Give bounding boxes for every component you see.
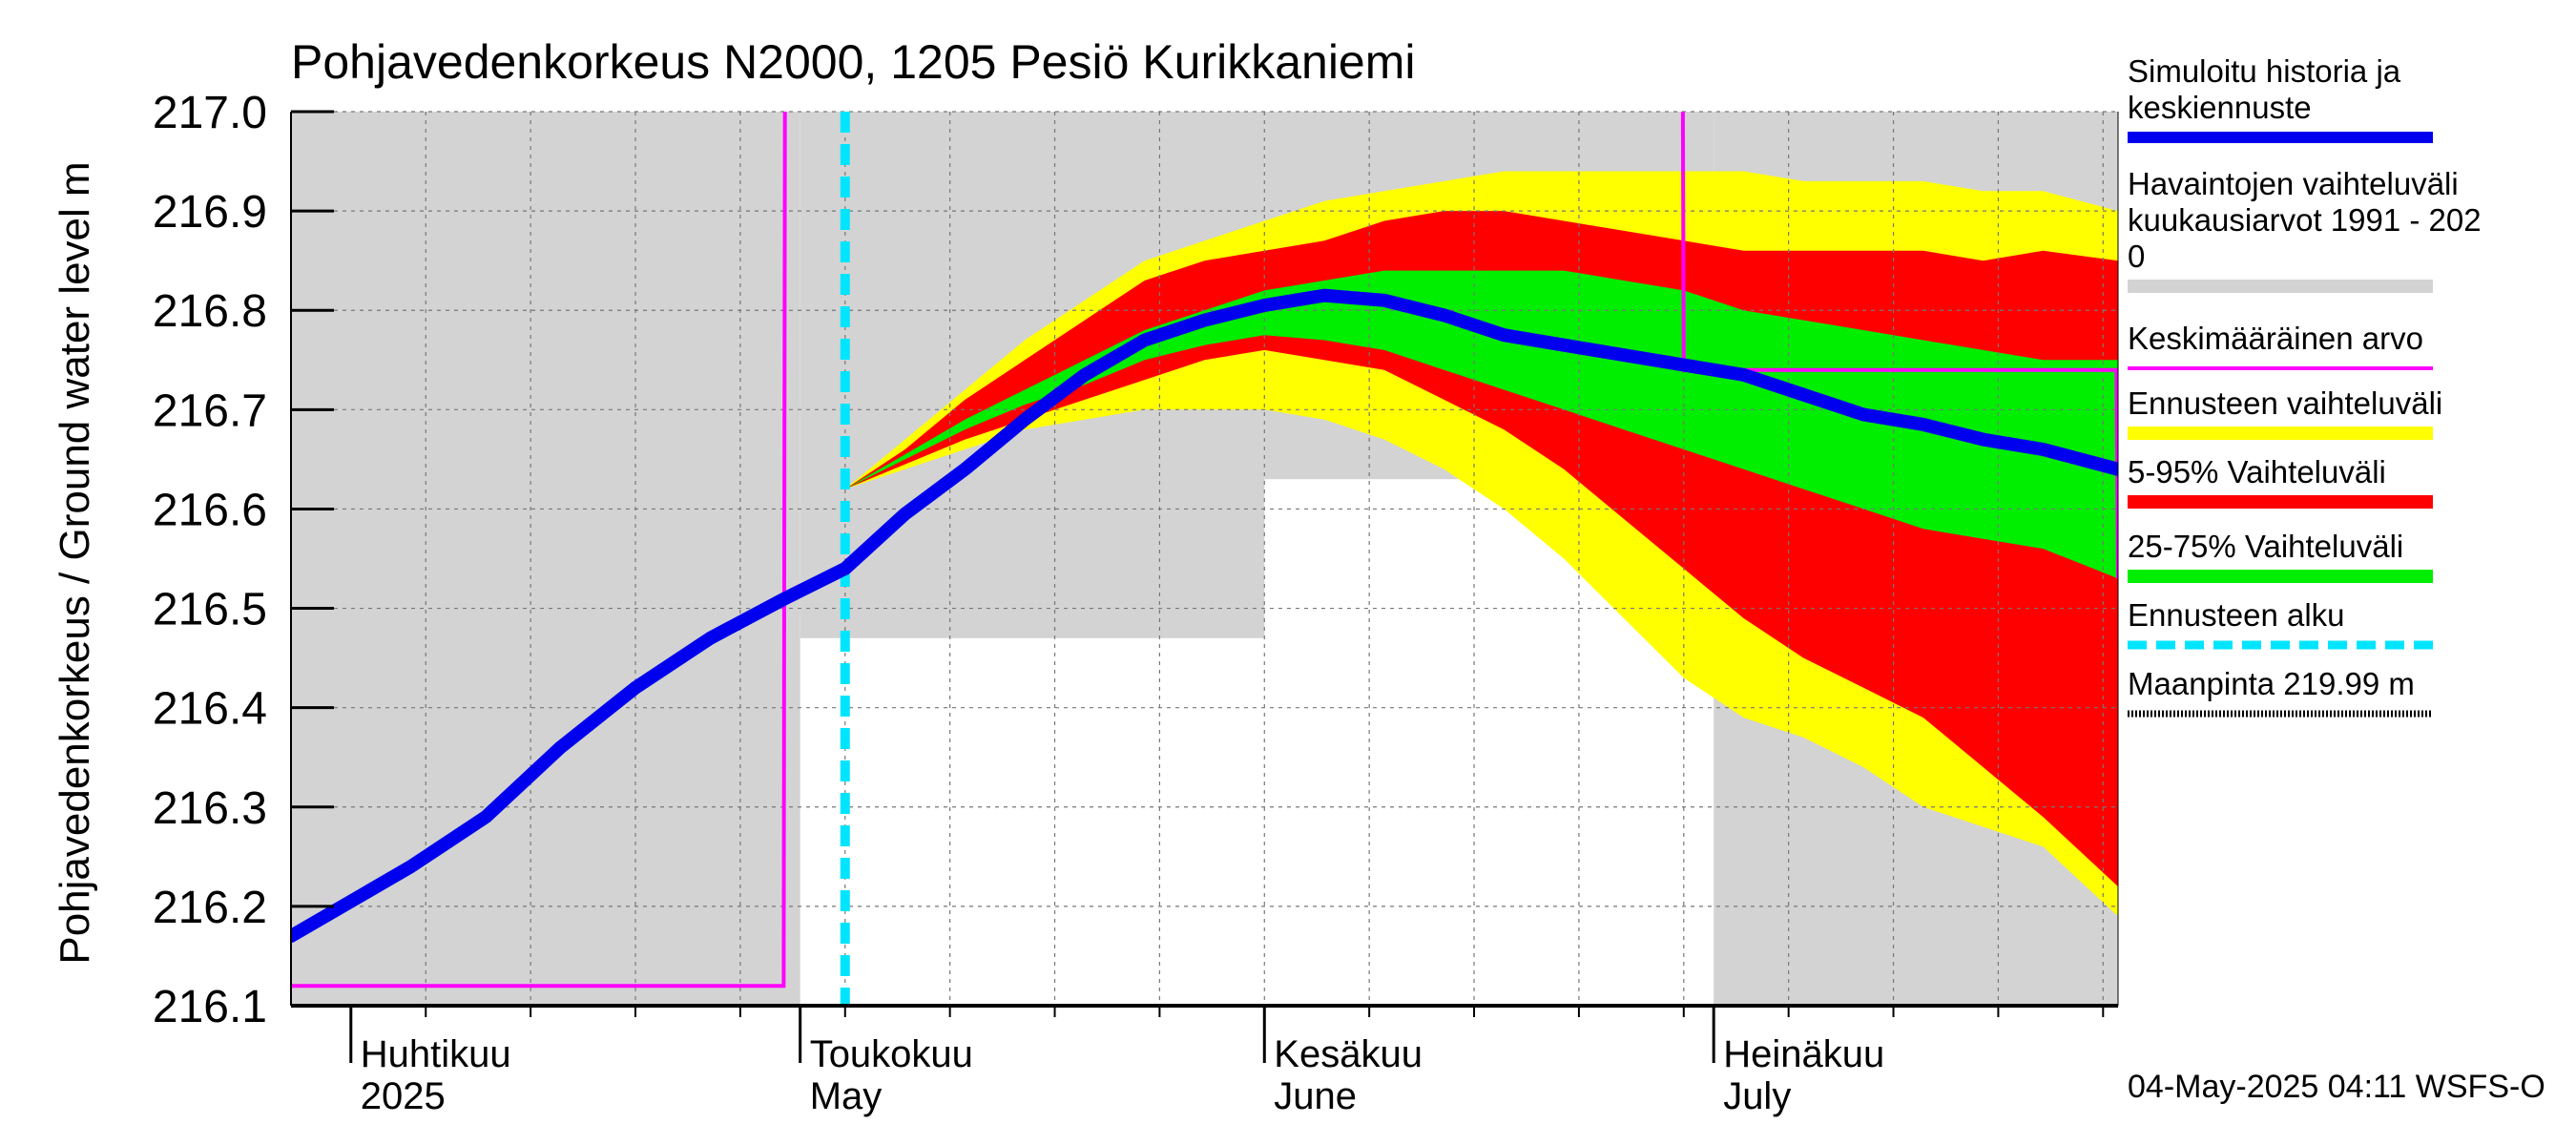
y-tick-label: 216.8: [153, 286, 267, 337]
legend-label: Maanpinta 219.99 m: [2128, 666, 2415, 701]
y-tick-label: 216.6: [153, 485, 267, 535]
y-axis-label: Pohjavedenkorkeus / Ground water level m: [52, 161, 98, 964]
legend-swatch: [2128, 280, 2433, 293]
x-month-sublabel: 2025: [361, 1075, 446, 1117]
series-lines: [291, 112, 2118, 1006]
plot-area: [291, 112, 2118, 1006]
legend-label: 0: [2128, 239, 2145, 274]
y-tick-label: 216.7: [153, 385, 267, 436]
simulated-forecast-line: [291, 288, 2118, 944]
x-month-label: Kesäkuu: [1274, 1033, 1423, 1075]
legend-label: Keskimääräinen arvo: [2128, 321, 2423, 356]
x-month-sublabel: June: [1274, 1075, 1357, 1117]
legend-item-1: Havaintojen vaihteluväli kuukausiarvot 1…: [2128, 166, 2482, 293]
y-tick-label: 217.0: [153, 88, 267, 138]
y-tick-label: 216.3: [153, 783, 267, 834]
y-tick-label: 216.9: [153, 187, 267, 238]
legend-item-7: Maanpinta 219.99 m: [2128, 666, 2433, 718]
legend-swatch: [2128, 570, 2433, 583]
y-tick-label: 216.1: [153, 982, 267, 1032]
legend-label: Havaintojen vaihteluväli: [2128, 166, 2459, 201]
x-month-label: Toukokuu: [810, 1033, 973, 1075]
x-month-sublabel: May: [810, 1075, 883, 1117]
mean-value-line: [291, 112, 2118, 989]
observed-range-month-0: [291, 112, 800, 1006]
legend-item-4: 5-95% Vaihteluväli: [2128, 454, 2433, 509]
legend-item-3: Ennusteen vaihteluväli: [2128, 385, 2442, 440]
y-tick-label: 216.4: [153, 684, 267, 735]
y-tick-label: 216.2: [153, 883, 267, 933]
legend-label: 25-75% Vaihteluväli: [2128, 529, 2403, 564]
legend-swatch: [2128, 495, 2433, 509]
x-month-label: Huhtikuu: [361, 1033, 511, 1075]
legend-label: keskiennuste: [2128, 90, 2312, 125]
legend-label: kuukausiarvot 1991 - 202: [2128, 202, 2482, 238]
legend-label: Ennusteen vaihteluväli: [2128, 385, 2442, 421]
x-month-sublabel: July: [1723, 1075, 1791, 1117]
axes: 216.1 216.2 216.3 216.4 216.5 216.6 216.7 216.8…: [153, 88, 2119, 1117]
footer-timestamp: 04-May-2025 04:11 WSFS-O: [2128, 1069, 2545, 1105]
legend-item-2: Keskimääräinen arvo: [2128, 321, 2433, 370]
p25-75-band: [844, 270, 2118, 579]
legend-label: Ennusteen alku: [2128, 597, 2345, 633]
legend-item-5: 25-75% Vaihteluväli: [2128, 529, 2433, 583]
legend-label: 5-95% Vaihteluväli: [2128, 454, 2386, 489]
legend-item-6: Ennusteen alku: [2128, 597, 2433, 650]
y-tick-label: 216.5: [153, 585, 267, 635]
chart-title: Pohjavedenkorkeus N2000, 1205 Pesiö Kuri…: [291, 35, 1416, 89]
legend-swatch: [2128, 427, 2433, 440]
x-month-label: Heinäkuu: [1723, 1033, 1884, 1075]
legend-label: Simuloitu historia ja: [2128, 53, 2401, 89]
